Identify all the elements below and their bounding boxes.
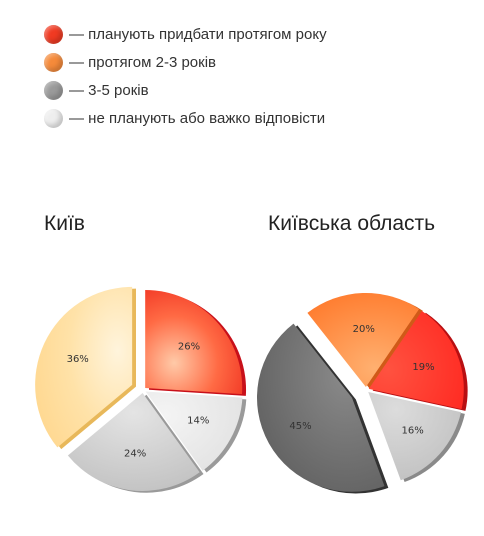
- legend-label: — 3-5 років: [69, 81, 149, 99]
- pie-slice-20pct: [307, 293, 420, 388]
- slice-label: 20%: [353, 324, 375, 335]
- pie-chart-0: 26% 14% 24% 36%: [35, 286, 247, 493]
- pie-slice-14pct: [145, 391, 243, 471]
- slice-label: 26%: [178, 341, 200, 352]
- legend-swatch: [44, 80, 63, 100]
- legend-item-not-planning: — не планують або важко відповісти: [44, 104, 327, 132]
- legend-swatch: [44, 108, 63, 128]
- legend-label: — планують придбати протягом року: [69, 25, 327, 43]
- legend-swatch: [44, 52, 63, 72]
- pie-slice-19pct: [368, 310, 464, 410]
- slice-label: 24%: [124, 448, 146, 459]
- slice-label: 14%: [187, 416, 209, 427]
- legend-swatch: [44, 24, 63, 44]
- slice-label: 36%: [67, 354, 89, 365]
- slice-label: 16%: [401, 425, 423, 436]
- legend: — планують придбати протягом року — прот…: [44, 20, 327, 132]
- pie-chart-1: 20% 19% 16% 45%: [256, 293, 468, 494]
- chart-title-kyiv-oblast: Київська область: [268, 212, 436, 235]
- pie-slice-26pct: [145, 289, 243, 395]
- pie-slice-36pct: [35, 286, 133, 448]
- legend-label: — протягом 2-3 років: [69, 53, 216, 71]
- legend-label: — не планують або важко відповісти: [69, 109, 326, 127]
- pie-slice-16pct: [368, 391, 462, 481]
- chart-title-kyiv: Київ: [44, 212, 85, 235]
- slice-label: 19%: [412, 362, 434, 373]
- pie-slice-24pct: [67, 392, 200, 491]
- slice-label: 45%: [289, 421, 311, 432]
- pie-slice-45pct: [256, 323, 385, 492]
- legend-item-2-3-years: — протягом 2-3 років: [44, 48, 327, 76]
- legend-item-3-5-years: — 3-5 років: [44, 76, 327, 104]
- legend-item-within-year: — планують придбати протягом року: [44, 20, 327, 48]
